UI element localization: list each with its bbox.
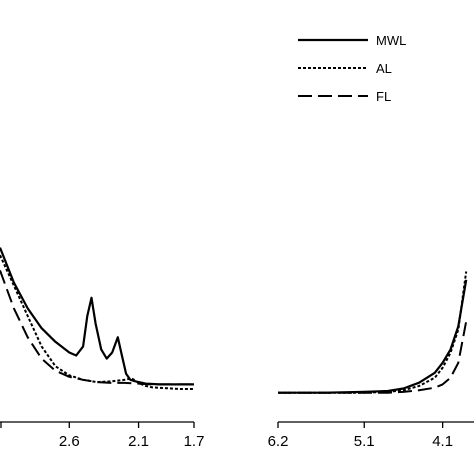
series-line-mwl xyxy=(278,279,468,394)
legend-label-mwl: MWL xyxy=(376,33,406,48)
series-line-fl xyxy=(278,321,468,394)
chart-panel-1: 2.6 2.1 1.7 xyxy=(0,247,205,450)
legend-label-al: AL xyxy=(376,61,392,76)
series-line-fl xyxy=(0,270,194,386)
legend-label-fl: FL xyxy=(376,89,391,104)
x-tick-label: 1.7 xyxy=(184,433,205,450)
x-tick-label: 5.1 xyxy=(354,433,375,450)
x-tick-label: 6.2 xyxy=(268,433,289,450)
legend: MWL AL FL xyxy=(298,33,406,104)
series-line-al xyxy=(0,254,194,390)
series-line-al xyxy=(278,271,468,394)
x-tick-label: 4.1 xyxy=(432,433,453,450)
chart-panel-2: 6.2 5.1 4.1 xyxy=(268,271,474,450)
x-tick-label: 2.6 xyxy=(59,433,80,450)
series-line-mwl xyxy=(0,247,194,386)
x-tick-label: 2.1 xyxy=(128,433,149,450)
